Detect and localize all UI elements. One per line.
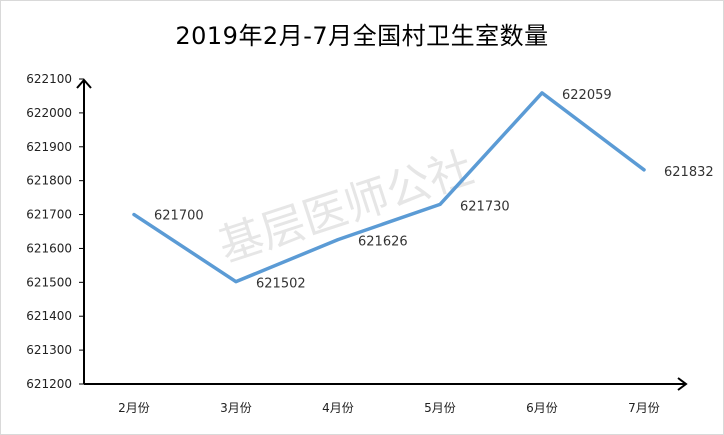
data-point bbox=[336, 238, 340, 242]
y-tick-label: 621800 bbox=[26, 174, 72, 188]
data-label: 621626 bbox=[358, 235, 408, 250]
x-tick-label: 3月份 bbox=[220, 401, 252, 415]
y-tick-label: 621300 bbox=[26, 343, 72, 357]
series-group bbox=[132, 91, 646, 284]
data-point bbox=[132, 213, 136, 217]
y-tick-label: 621200 bbox=[26, 377, 72, 391]
chart-title: 2019年2月-7月全国村卫生室数量 bbox=[175, 22, 549, 50]
y-tick-label: 621700 bbox=[26, 208, 72, 222]
y-tick-label: 621500 bbox=[26, 275, 72, 289]
x-axis-ticks: 2月份 3月份 4月份 5月份 6月份 7月份 bbox=[118, 401, 660, 415]
watermark: 基层医师公社 bbox=[213, 142, 480, 272]
data-point bbox=[438, 202, 442, 206]
x-tick-label: 4月份 bbox=[322, 401, 354, 415]
data-label: 622059 bbox=[562, 88, 612, 103]
y-tick-label: 621600 bbox=[26, 241, 72, 255]
data-label: 621730 bbox=[460, 199, 510, 214]
y-tick-label: 622100 bbox=[26, 72, 72, 86]
x-axis-arrow bbox=[677, 377, 688, 391]
axes bbox=[76, 78, 688, 391]
data-labels: 621700 621502 621626 621730 622059 621832 bbox=[154, 88, 714, 292]
y-axis-ticks: 621200 621300 621400 621500 621600 621700 6218… bbox=[26, 72, 84, 391]
x-tick-label: 6月份 bbox=[526, 401, 558, 415]
data-label: 621700 bbox=[154, 209, 204, 224]
data-point bbox=[540, 91, 544, 95]
data-label: 621832 bbox=[664, 165, 714, 180]
y-tick-label: 621400 bbox=[26, 309, 72, 323]
y-tick-label: 621900 bbox=[26, 140, 72, 154]
series-line bbox=[132, 91, 646, 284]
data-point bbox=[234, 280, 238, 284]
x-tick-label: 5月份 bbox=[424, 401, 456, 415]
y-tick-label: 622000 bbox=[26, 106, 72, 120]
data-label: 621502 bbox=[256, 277, 306, 292]
x-tick-label: 7月份 bbox=[628, 401, 660, 415]
x-tick-label: 2月份 bbox=[118, 401, 150, 415]
data-point bbox=[642, 168, 646, 172]
y-axis-arrow bbox=[76, 78, 92, 89]
